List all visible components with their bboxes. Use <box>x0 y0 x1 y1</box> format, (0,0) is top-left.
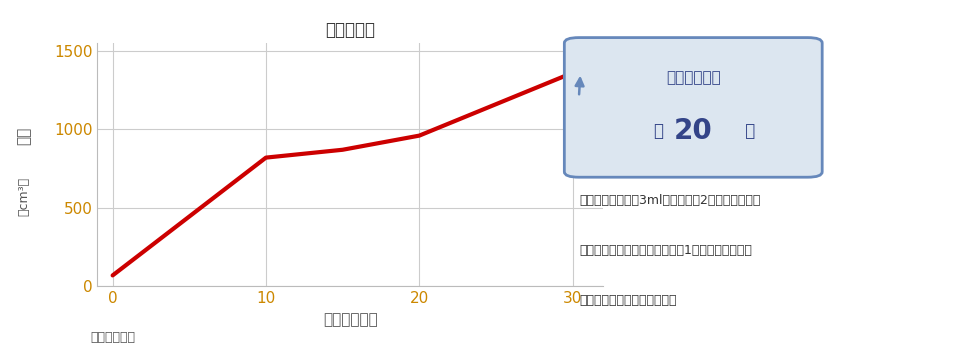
Text: 約: 約 <box>654 122 668 140</box>
Text: 洗浄時を想定し、3mlポンプから2プッシュ出し、: 洗浄時を想定し、3mlポンプから2プッシュ出し、 <box>579 194 760 207</box>
X-axis label: こすった回数: こすった回数 <box>323 312 378 327</box>
Text: （吐出直後）: （吐出直後） <box>90 331 135 344</box>
Text: こすった時の泡の体積を測定: こすった時の泡の体積を測定 <box>579 294 676 307</box>
Text: 20: 20 <box>674 117 712 145</box>
Title: 泡量の変化: 泡量の変化 <box>325 21 376 39</box>
FancyBboxPatch shape <box>564 38 822 177</box>
Text: 倍: 倍 <box>740 122 755 140</box>
Text: （cm³）: （cm³） <box>18 177 31 217</box>
Text: 吐出直後から: 吐出直後から <box>666 70 721 85</box>
FancyArrowPatch shape <box>576 78 584 94</box>
Text: 水で湿らせたナイロンタオルで1往復／秒の速さで: 水で湿らせたナイロンタオルで1往復／秒の速さで <box>579 244 752 257</box>
Text: 泡量: 泡量 <box>17 127 32 145</box>
